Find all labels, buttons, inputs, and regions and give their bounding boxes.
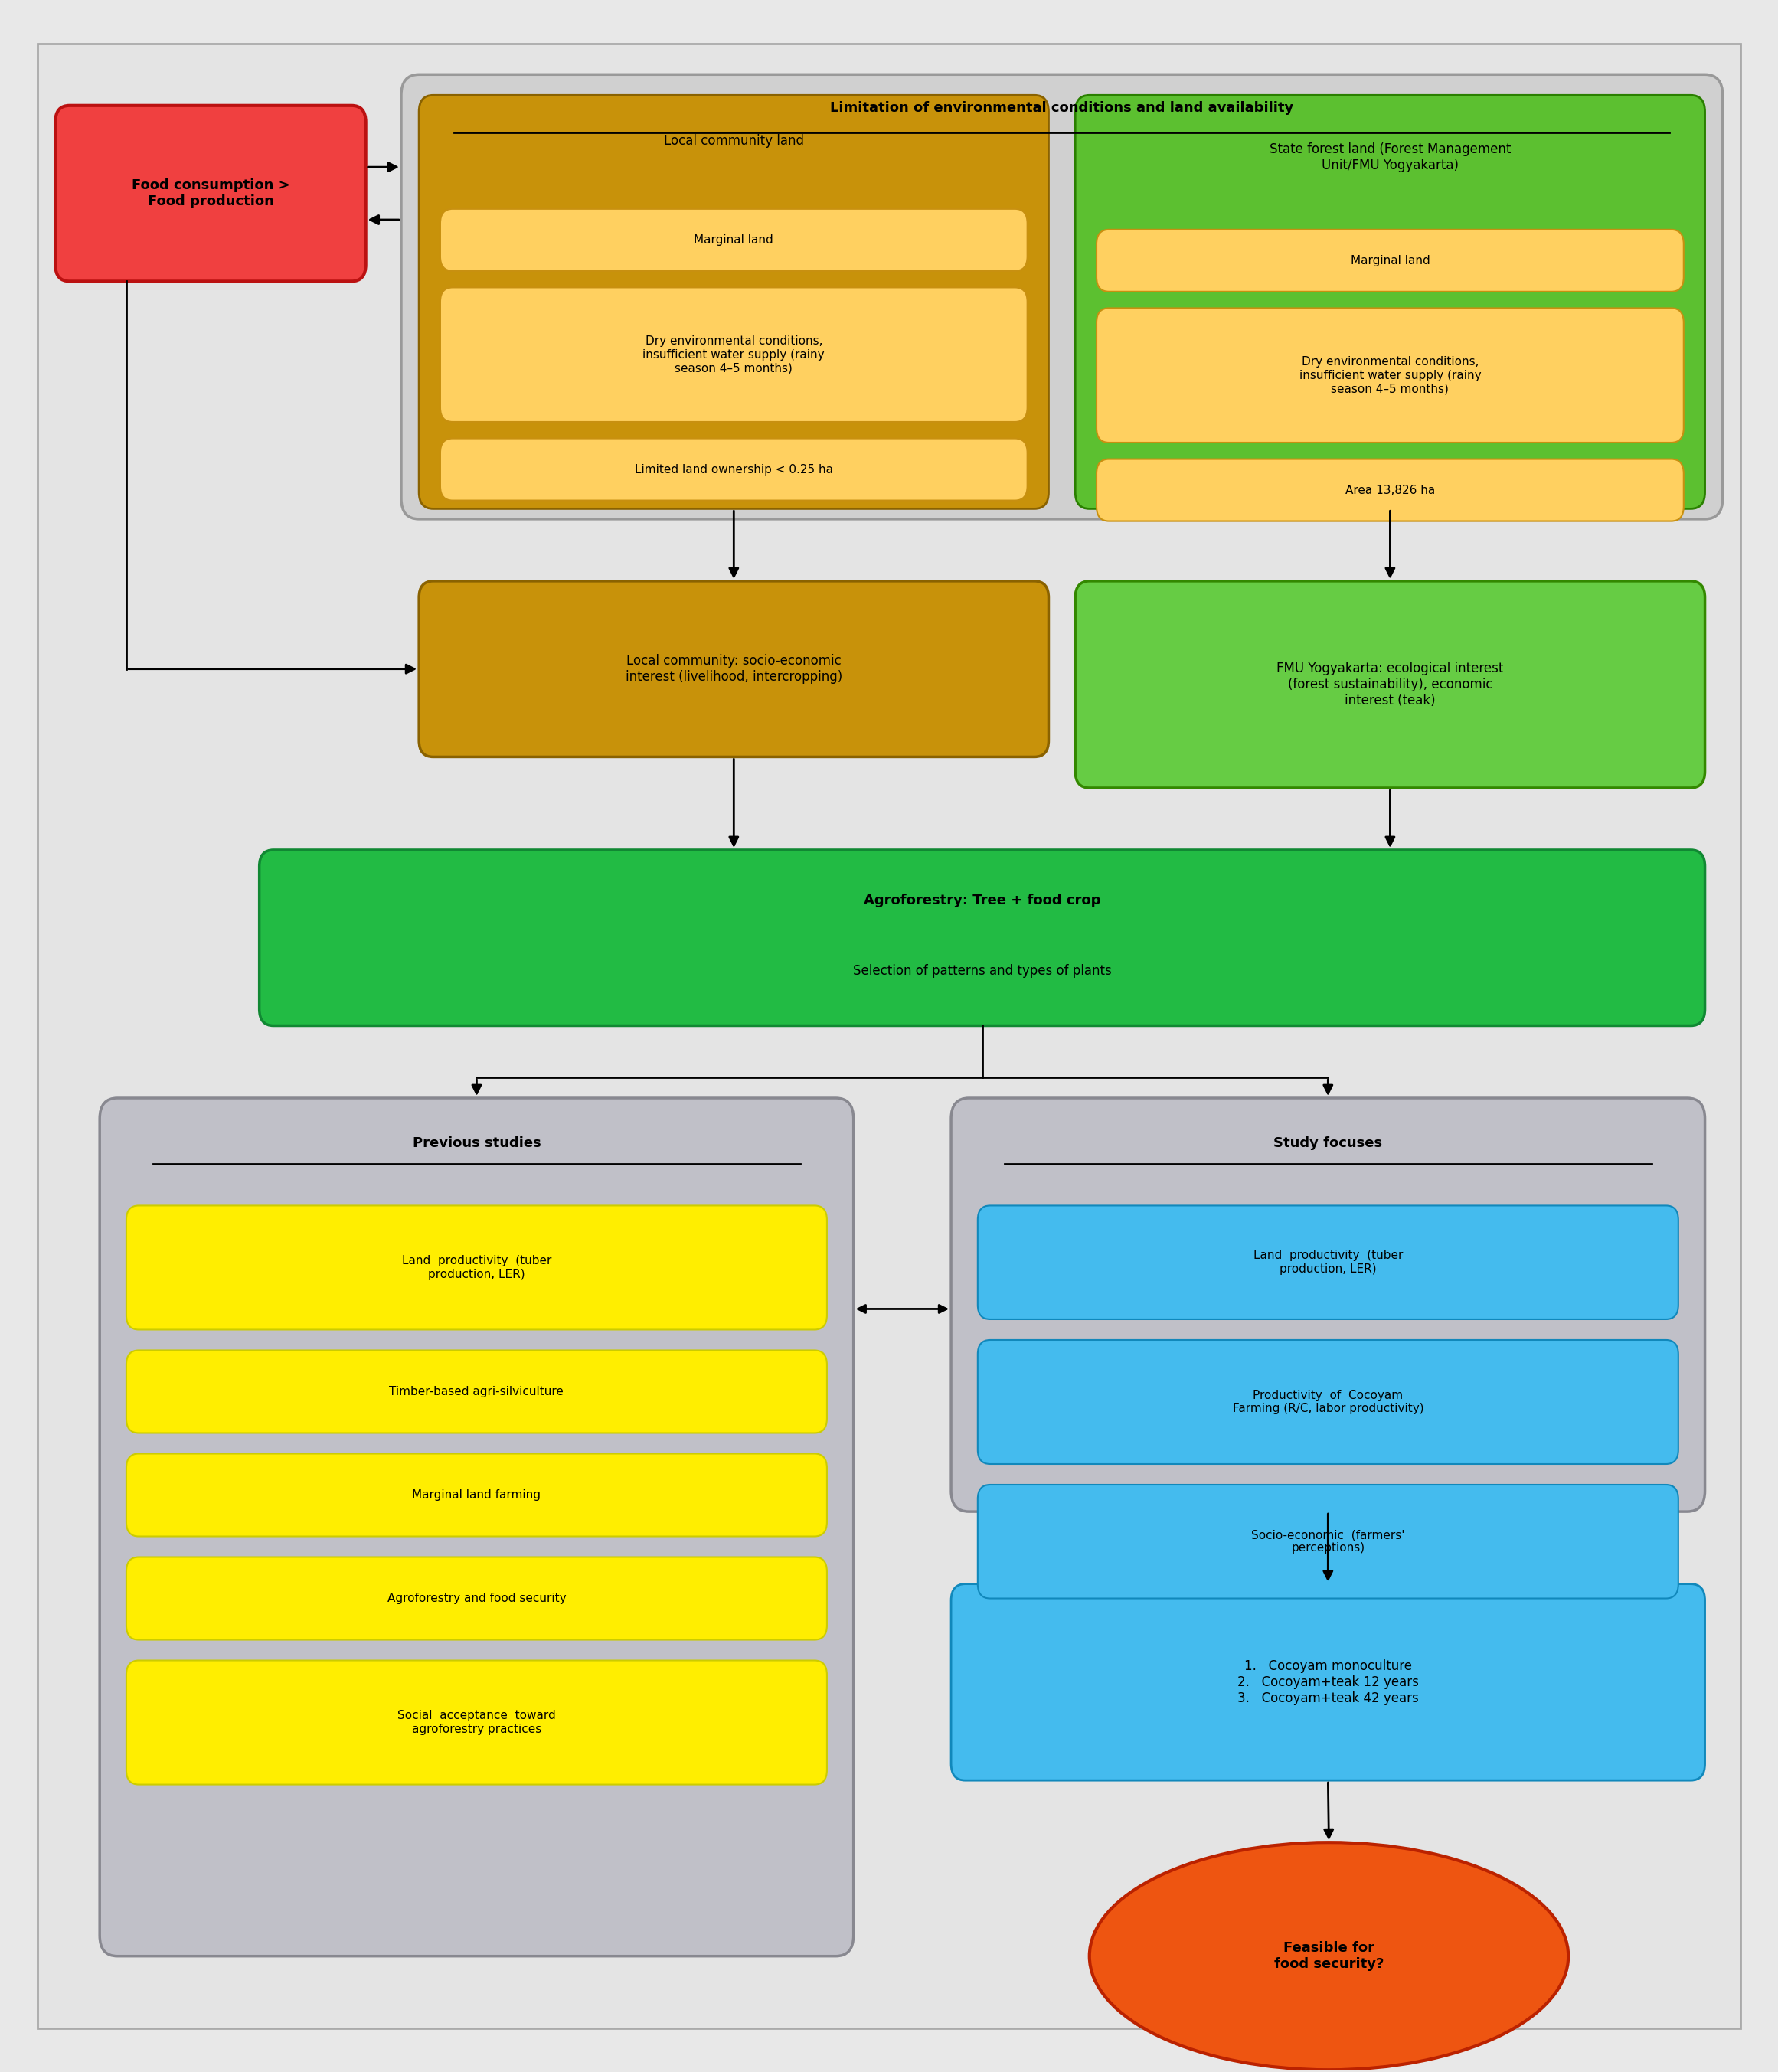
FancyBboxPatch shape bbox=[420, 580, 1049, 756]
Text: Food consumption >
Food production: Food consumption > Food production bbox=[132, 178, 290, 209]
FancyBboxPatch shape bbox=[260, 850, 1705, 1026]
Text: Feasible for
food security?: Feasible for food security? bbox=[1275, 1941, 1383, 1970]
FancyBboxPatch shape bbox=[126, 1660, 827, 1784]
Text: Social  acceptance  toward
agroforestry practices: Social acceptance toward agroforestry pr… bbox=[398, 1709, 557, 1734]
Text: Timber-based agri-silviculture: Timber-based agri-silviculture bbox=[389, 1386, 564, 1397]
Text: Local community land: Local community land bbox=[663, 135, 804, 147]
FancyBboxPatch shape bbox=[37, 44, 1741, 2028]
FancyBboxPatch shape bbox=[126, 1556, 827, 1639]
FancyBboxPatch shape bbox=[1076, 580, 1705, 787]
Text: Agroforestry and food security: Agroforestry and food security bbox=[388, 1593, 565, 1604]
Text: Study focuses: Study focuses bbox=[1273, 1138, 1383, 1150]
Text: Land  productivity  (tuber
production, LER): Land productivity (tuber production, LER… bbox=[402, 1256, 551, 1280]
FancyBboxPatch shape bbox=[1097, 460, 1684, 522]
FancyBboxPatch shape bbox=[441, 439, 1028, 501]
FancyBboxPatch shape bbox=[978, 1486, 1678, 1598]
FancyBboxPatch shape bbox=[420, 95, 1049, 510]
Text: Dry environmental conditions,
insufficient water supply (rainy
season 4–5 months: Dry environmental conditions, insufficie… bbox=[644, 336, 825, 373]
FancyBboxPatch shape bbox=[1097, 309, 1684, 443]
Text: Area 13,826 ha: Area 13,826 ha bbox=[1346, 485, 1435, 495]
FancyBboxPatch shape bbox=[951, 1583, 1705, 1780]
Text: Agroforestry: Tree + food crop: Agroforestry: Tree + food crop bbox=[864, 893, 1101, 908]
Text: Limited land ownership < 0.25 ha: Limited land ownership < 0.25 ha bbox=[635, 464, 832, 474]
Text: Productivity  of  Cocoyam
Farming (R/C, labor productivity): Productivity of Cocoyam Farming (R/C, la… bbox=[1232, 1390, 1424, 1415]
FancyBboxPatch shape bbox=[126, 1455, 827, 1537]
Text: FMU Yogyakarta: ecological interest
(forest sustainability), economic
interest (: FMU Yogyakarta: ecological interest (for… bbox=[1277, 661, 1504, 707]
Ellipse shape bbox=[1090, 1842, 1568, 2070]
FancyBboxPatch shape bbox=[126, 1206, 827, 1330]
Text: Previous studies: Previous studies bbox=[412, 1138, 541, 1150]
Text: Local community: socio-economic
interest (livelihood, intercropping): Local community: socio-economic interest… bbox=[626, 655, 843, 684]
FancyBboxPatch shape bbox=[1076, 95, 1705, 510]
Text: Dry environmental conditions,
insufficient water supply (rainy
season 4–5 months: Dry environmental conditions, insufficie… bbox=[1300, 356, 1481, 394]
FancyBboxPatch shape bbox=[100, 1098, 853, 1956]
FancyBboxPatch shape bbox=[978, 1341, 1678, 1465]
FancyBboxPatch shape bbox=[978, 1206, 1678, 1320]
Text: 1.   Cocoyam monoculture
2.   Cocoyam+teak 12 years
3.   Cocoyam+teak 42 years: 1. Cocoyam monoculture 2. Cocoyam+teak 1… bbox=[1237, 1660, 1419, 1705]
FancyBboxPatch shape bbox=[441, 288, 1028, 423]
Text: Socio-economic  (farmers'
perceptions): Socio-economic (farmers' perceptions) bbox=[1252, 1529, 1405, 1554]
Text: Marginal land farming: Marginal land farming bbox=[412, 1490, 541, 1500]
Text: Marginal land: Marginal land bbox=[1350, 255, 1430, 267]
Text: Limitation of environmental conditions and land availability: Limitation of environmental conditions a… bbox=[830, 102, 1294, 114]
FancyBboxPatch shape bbox=[126, 1351, 827, 1434]
FancyBboxPatch shape bbox=[55, 106, 366, 282]
FancyBboxPatch shape bbox=[951, 1098, 1705, 1513]
Text: Land  productivity  (tuber
production, LER): Land productivity (tuber production, LER… bbox=[1253, 1249, 1403, 1274]
Text: State forest land (Forest Management
Unit/FMU Yogyakarta): State forest land (Forest Management Uni… bbox=[1269, 143, 1511, 172]
Text: Selection of patterns and types of plants: Selection of patterns and types of plant… bbox=[853, 963, 1111, 978]
Text: Marginal land: Marginal land bbox=[693, 234, 773, 247]
FancyBboxPatch shape bbox=[402, 75, 1723, 520]
FancyBboxPatch shape bbox=[1097, 230, 1684, 292]
FancyBboxPatch shape bbox=[441, 209, 1028, 271]
